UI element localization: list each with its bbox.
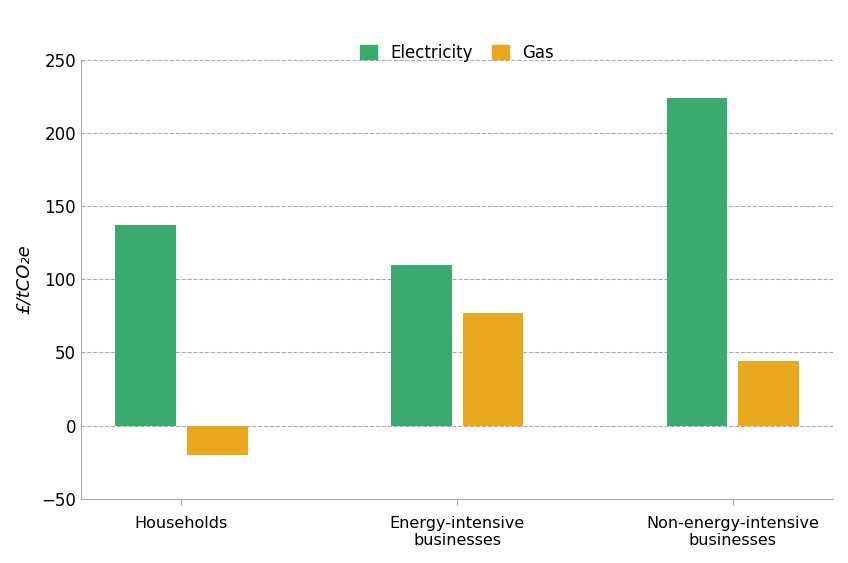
Legend: Electricity, Gas: Electricity, Gas [354,37,561,69]
Y-axis label: £/tCO₂e: £/tCO₂e [15,244,33,314]
Bar [391,265,451,426]
Bar [115,225,176,426]
Bar [187,426,248,455]
Bar [738,361,799,426]
Bar [667,97,727,426]
Bar [462,313,523,426]
